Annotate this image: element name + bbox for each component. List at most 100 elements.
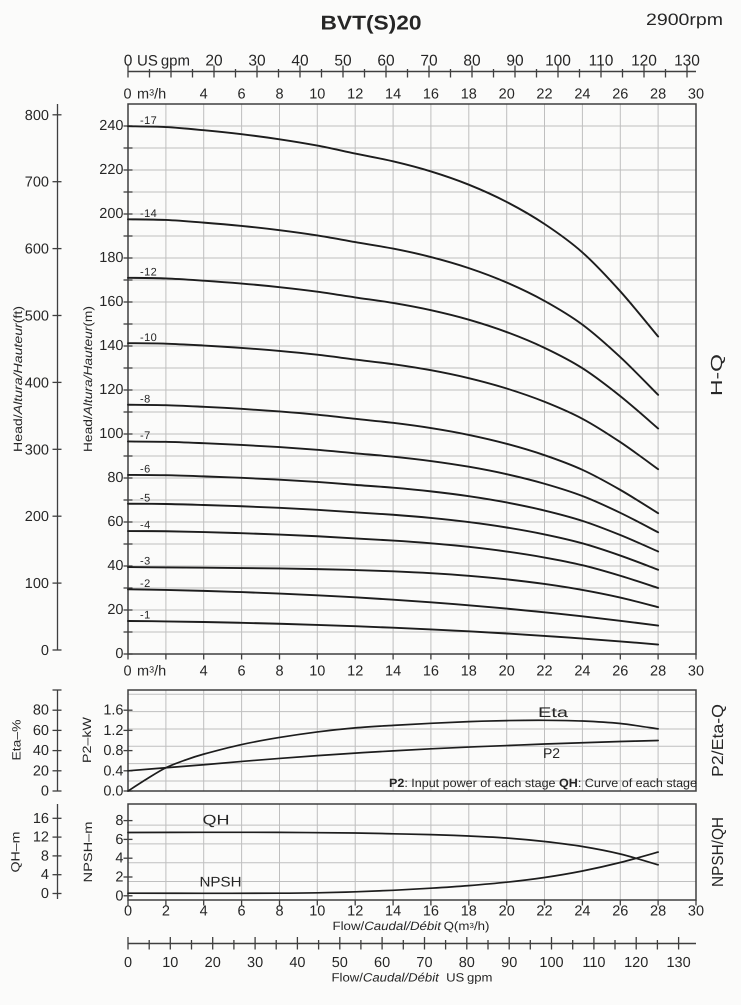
- svg-text:14: 14: [385, 664, 401, 680]
- svg-text:2: 2: [115, 870, 123, 886]
- svg-text:6: 6: [238, 904, 246, 920]
- svg-text:12: 12: [347, 664, 363, 680]
- svg-text:14: 14: [385, 87, 401, 103]
- svg-text:0: 0: [124, 87, 132, 103]
- svg-text:18: 18: [461, 904, 477, 920]
- svg-text:P2/Eta-Q: P2/Eta-Q: [710, 704, 727, 777]
- svg-text:30: 30: [247, 955, 263, 971]
- svg-text:10: 10: [309, 87, 325, 103]
- svg-text:130: 130: [674, 53, 700, 70]
- svg-text:40: 40: [289, 955, 305, 971]
- svg-text:0: 0: [115, 646, 123, 662]
- svg-text:12: 12: [33, 830, 49, 846]
- svg-text:12: 12: [347, 904, 363, 920]
- svg-text:30: 30: [688, 664, 704, 680]
- svg-text:16: 16: [423, 664, 439, 680]
- svg-text:30: 30: [688, 87, 704, 103]
- svg-text:24: 24: [574, 904, 590, 920]
- svg-text:2900rpm: 2900rpm: [646, 11, 723, 29]
- svg-text:22: 22: [536, 87, 552, 103]
- svg-text:1.2: 1.2: [103, 723, 123, 739]
- svg-text:0: 0: [124, 664, 132, 680]
- svg-text:26: 26: [612, 664, 628, 680]
- svg-text:50: 50: [334, 53, 352, 70]
- svg-text:4: 4: [200, 664, 208, 680]
- svg-text:0.0: 0.0: [103, 784, 123, 800]
- svg-text:26: 26: [612, 87, 628, 103]
- svg-text:20: 20: [499, 87, 515, 103]
- svg-text:-3: -3: [140, 556, 151, 568]
- svg-text:20: 20: [107, 602, 123, 618]
- svg-text:20: 20: [205, 53, 223, 70]
- svg-text:10: 10: [309, 904, 325, 920]
- svg-text:30: 30: [248, 53, 266, 70]
- svg-text:500: 500: [25, 309, 49, 325]
- svg-text:120: 120: [631, 53, 657, 70]
- svg-text:P2: Input power of each stage: P2: Input power of each stage QH: Curve …: [389, 776, 697, 790]
- svg-text:40: 40: [107, 558, 123, 574]
- svg-text:60: 60: [107, 514, 123, 530]
- svg-text:0.8: 0.8: [103, 743, 123, 759]
- svg-text:18: 18: [461, 664, 477, 680]
- svg-text:28: 28: [650, 664, 666, 680]
- svg-text:4: 4: [41, 867, 49, 883]
- svg-text:Head/Altura/Hauteur(m): Head/Altura/Hauteur(m): [81, 306, 95, 452]
- svg-text:140: 140: [99, 338, 123, 354]
- svg-text:0.4: 0.4: [103, 763, 123, 779]
- svg-text:-2: -2: [140, 578, 151, 590]
- svg-text:NPSH–m: NPSH–m: [81, 822, 95, 883]
- svg-text:200: 200: [99, 206, 123, 222]
- svg-text:Head/Altura/Hauteur(ft): Head/Altura/Hauteur(ft): [11, 306, 25, 452]
- svg-text:0: 0: [41, 886, 49, 902]
- svg-text:40: 40: [291, 53, 309, 70]
- svg-text:NPSH/QH: NPSH/QH: [710, 817, 727, 887]
- svg-text:-14: -14: [140, 208, 157, 220]
- svg-text:300: 300: [25, 442, 49, 458]
- svg-text:60: 60: [377, 53, 395, 70]
- svg-text:8: 8: [115, 813, 123, 829]
- svg-text:P2–kW: P2–kW: [80, 716, 94, 763]
- svg-text:0: 0: [124, 955, 132, 971]
- svg-text:24: 24: [574, 664, 590, 680]
- svg-text:10: 10: [162, 955, 178, 971]
- svg-text:-7: -7: [140, 430, 151, 442]
- svg-text:16: 16: [423, 904, 439, 920]
- svg-text:40: 40: [33, 743, 49, 759]
- svg-text:0: 0: [124, 904, 132, 920]
- svg-text:6: 6: [115, 832, 123, 848]
- svg-text:-17: -17: [140, 115, 157, 127]
- svg-text:20: 20: [33, 763, 49, 779]
- svg-text:2: 2: [162, 904, 170, 920]
- svg-text:8: 8: [275, 664, 283, 680]
- svg-text:100: 100: [99, 426, 123, 442]
- svg-text:8: 8: [275, 87, 283, 103]
- svg-text:US gpm: US gpm: [137, 53, 190, 70]
- svg-text:400: 400: [25, 375, 49, 391]
- svg-text:110: 110: [582, 955, 605, 971]
- svg-text:4: 4: [200, 904, 208, 920]
- svg-text:m3/h: m3/h: [137, 87, 166, 103]
- svg-text:Flow/Caudal/Débit Q(m3/h): Flow/Caudal/Débit Q(m 3/h): [333, 919, 490, 933]
- svg-text:8: 8: [41, 848, 49, 864]
- svg-text:120: 120: [99, 382, 123, 398]
- svg-text:-1: -1: [140, 610, 151, 622]
- svg-text:10: 10: [309, 664, 325, 680]
- svg-text:26: 26: [612, 904, 628, 920]
- svg-text:-5: -5: [140, 492, 151, 504]
- svg-text:240: 240: [99, 118, 123, 134]
- svg-text:16: 16: [423, 87, 439, 103]
- svg-text:0: 0: [41, 784, 49, 800]
- svg-text:m3/h: m3/h: [137, 664, 166, 680]
- svg-text:180: 180: [99, 250, 123, 266]
- svg-text:6: 6: [238, 664, 246, 680]
- svg-text:QH–m: QH–m: [9, 831, 23, 872]
- svg-text:30: 30: [688, 904, 704, 920]
- svg-text:Eta–%: Eta–%: [10, 719, 24, 760]
- svg-text:20: 20: [205, 955, 221, 971]
- svg-text:600: 600: [25, 242, 49, 258]
- svg-text:100: 100: [539, 955, 563, 971]
- svg-text:22: 22: [536, 904, 552, 920]
- svg-text:20: 20: [499, 664, 515, 680]
- svg-text:60: 60: [374, 955, 390, 971]
- svg-text:NPSH: NPSH: [200, 874, 242, 890]
